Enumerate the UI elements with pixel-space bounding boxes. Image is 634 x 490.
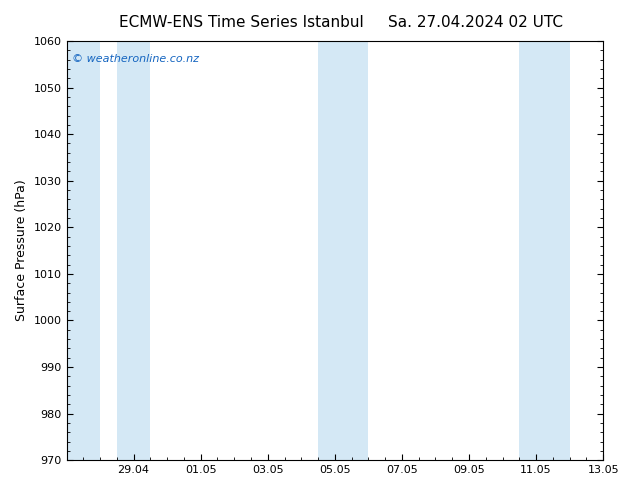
Bar — [519, 41, 569, 460]
Text: ECMW-ENS Time Series Istanbul: ECMW-ENS Time Series Istanbul — [119, 15, 363, 30]
Bar — [117, 41, 150, 460]
Y-axis label: Surface Pressure (hPa): Surface Pressure (hPa) — [15, 180, 28, 321]
Text: Sa. 27.04.2024 02 UTC: Sa. 27.04.2024 02 UTC — [388, 15, 563, 30]
Bar — [318, 41, 368, 460]
Text: © weatheronline.co.nz: © weatheronline.co.nz — [72, 53, 199, 64]
Bar — [67, 41, 100, 460]
